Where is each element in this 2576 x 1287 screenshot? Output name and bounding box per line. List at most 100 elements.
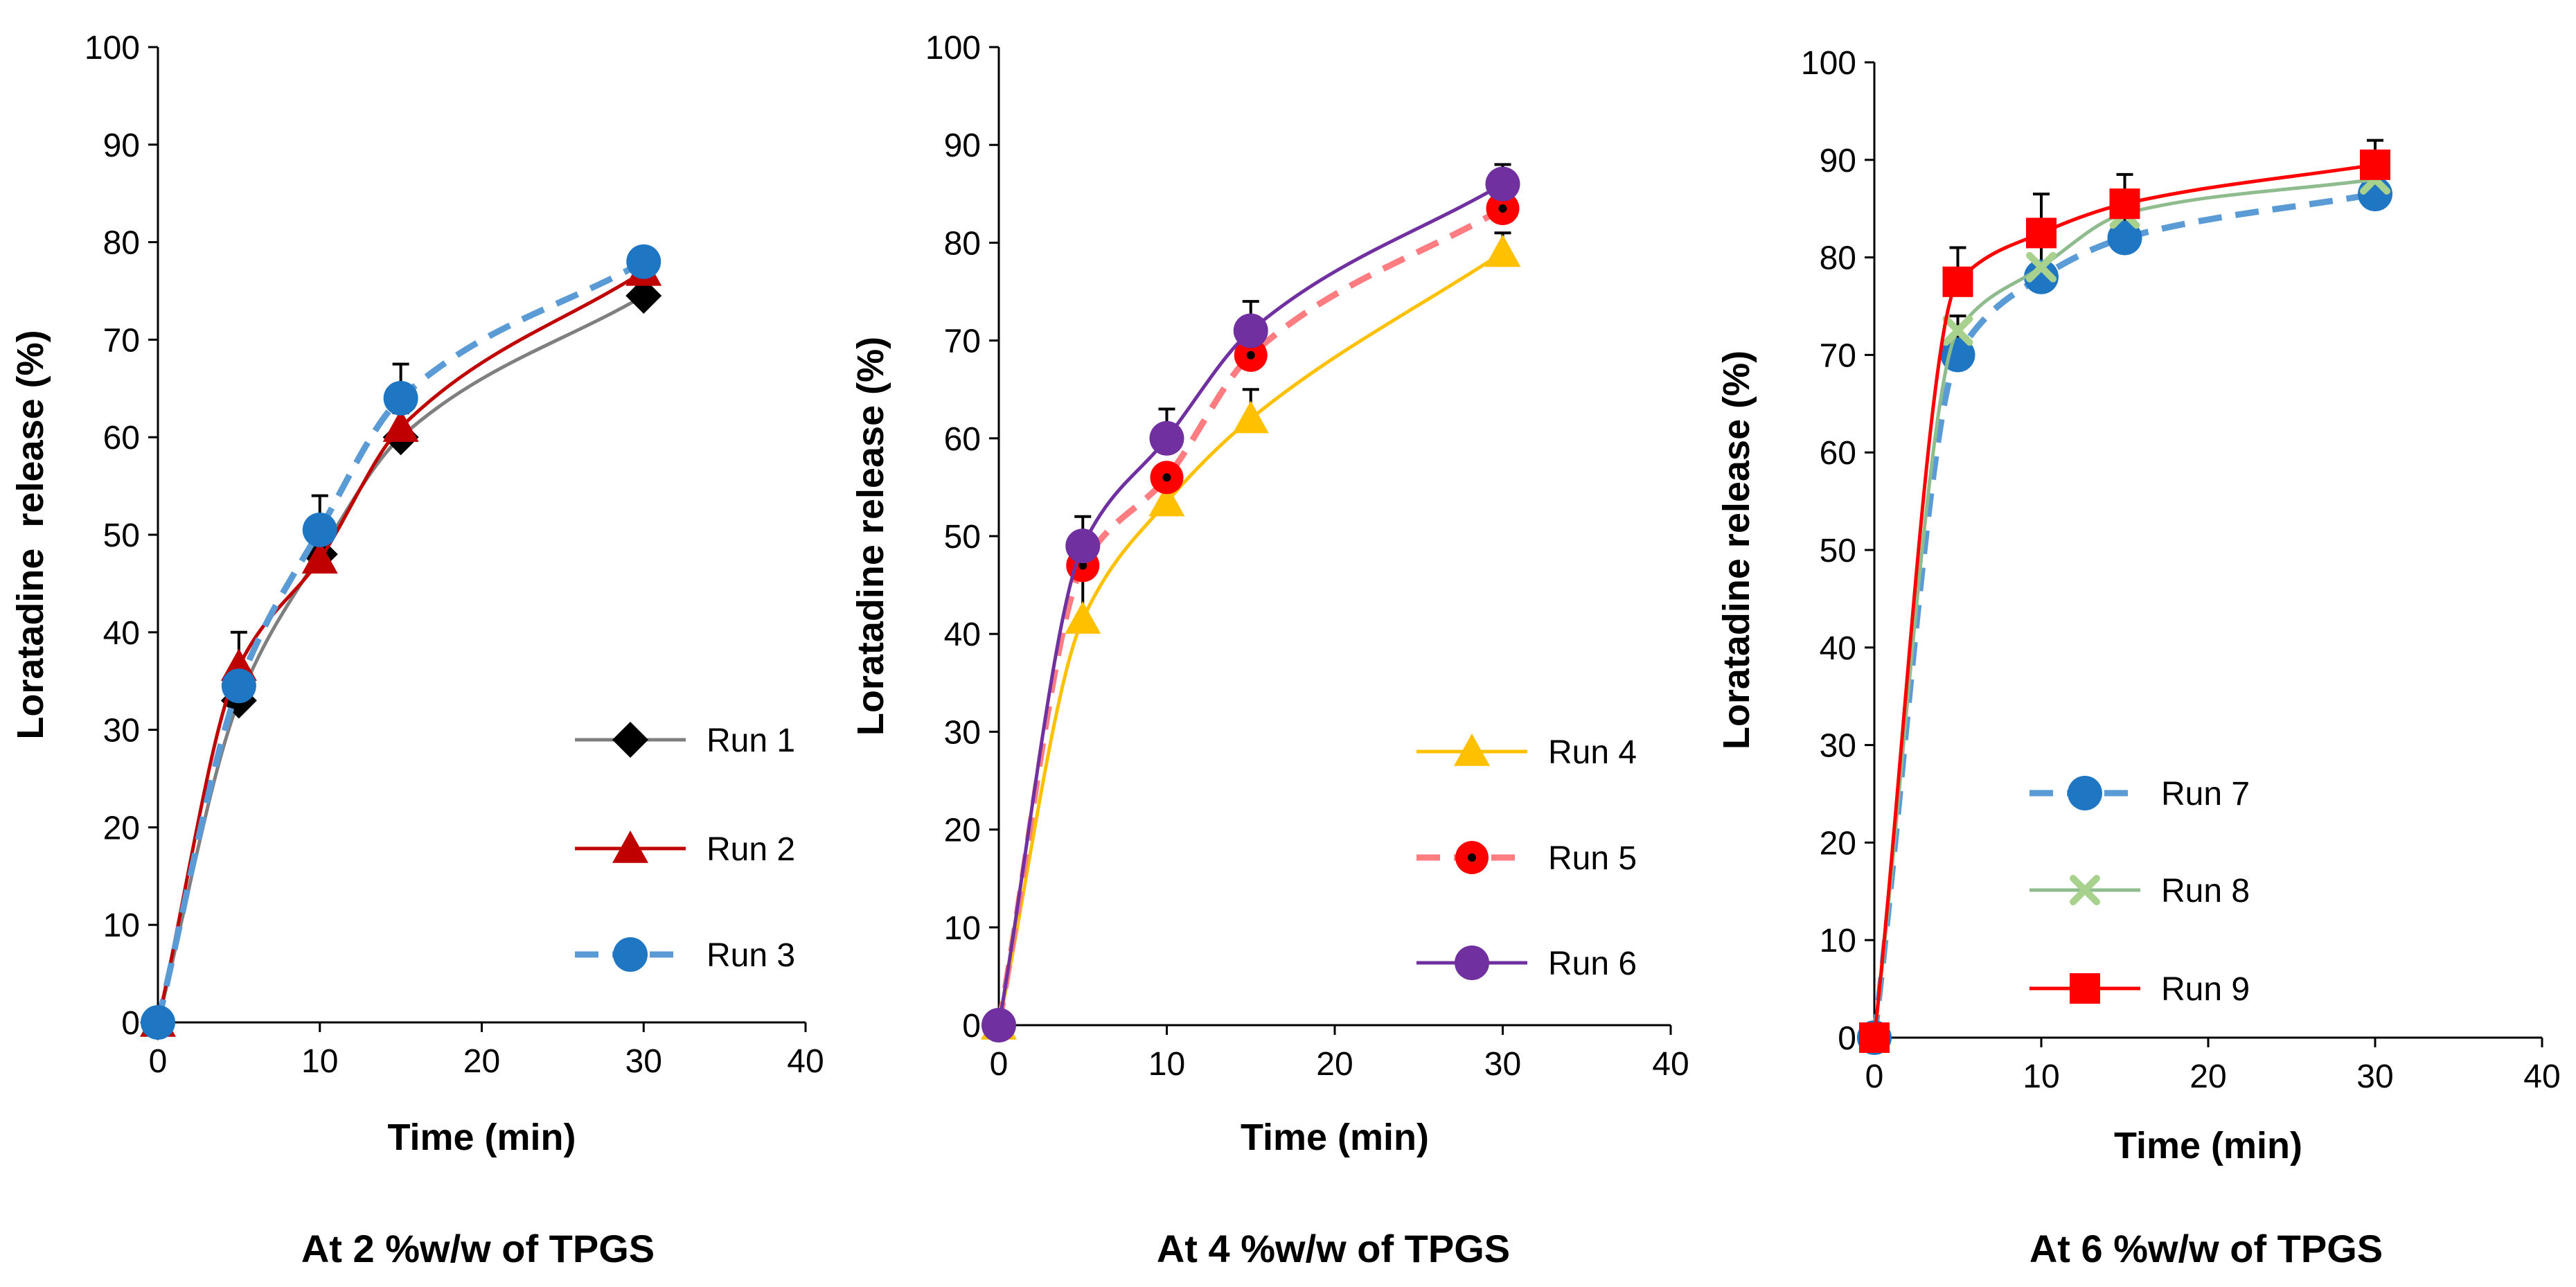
y-tick-label: 0	[121, 1005, 140, 1042]
y-tick-label: 90	[103, 127, 140, 164]
data-point	[1484, 234, 1521, 267]
x-tick-label: 10	[301, 1043, 338, 1080]
x-tick-label: 20	[1316, 1046, 1353, 1083]
panel-2pct-tpgs: 0 10 20 30 40 50 60 70 80 90 100 0 10 20 30 40 Time (min…	[10, 30, 824, 1270]
y-tick-label: 40	[1820, 630, 1856, 667]
legend-label: Run 8	[2161, 873, 2250, 909]
legend-marker	[2070, 875, 2100, 905]
data-point	[2026, 251, 2057, 283]
y-tick-label: 80	[103, 225, 140, 262]
y-tick-label: 50	[103, 517, 140, 554]
x-tick-label: 0	[1865, 1058, 1884, 1095]
legend-label: Run 6	[1548, 946, 1637, 982]
x-tick-label: 40	[1652, 1046, 1689, 1083]
data-point	[383, 380, 418, 416]
series-run-8	[1859, 163, 2390, 1053]
data-point	[1232, 400, 1269, 434]
series-line	[1872, 163, 2376, 1038]
data-point	[1234, 338, 1268, 372]
data-point	[1148, 483, 1185, 517]
series-run-9	[1859, 139, 2390, 1053]
x-tick-label: 40	[787, 1043, 824, 1080]
y-tick-label: 70	[1820, 337, 1856, 374]
data-point	[221, 668, 256, 704]
y-tick-label: 50	[944, 519, 981, 556]
legend-marker	[1454, 734, 1490, 766]
x-tick-label: 20	[2189, 1058, 2226, 1095]
y-tick-label: 30	[1820, 728, 1856, 765]
legend-marker	[1455, 946, 1489, 980]
y-axis-label: Loratadine release (%)	[1716, 350, 1757, 749]
data-point	[141, 1005, 175, 1040]
y-tick-label: 40	[944, 616, 981, 653]
y-tick-label: 30	[103, 713, 140, 749]
y-tick-label: 80	[944, 225, 981, 262]
x-tick-label: 10	[1148, 1046, 1185, 1083]
x-tick-label: 40	[2523, 1058, 2560, 1095]
y-tick-label: 90	[1820, 143, 1856, 179]
legend-marker	[612, 722, 648, 758]
y-axis-label: Loratadine release (%)	[10, 330, 51, 739]
legend-entry: Run 1	[575, 722, 795, 759]
y-tick-label: 0	[1838, 1020, 1856, 1057]
x-tick-label: 10	[2023, 1058, 2059, 1095]
legend-entry: Run 6	[1416, 946, 1637, 982]
panel-caption: At 6 %w/w of TPGS	[2029, 1227, 2383, 1270]
data-point	[2026, 218, 2057, 249]
y-tick-label: 10	[1820, 923, 1856, 959]
legend-label: Run 1	[707, 722, 795, 759]
data-point	[626, 244, 661, 279]
y-tick-label: 70	[944, 323, 981, 360]
y-tick-label: 0	[962, 1008, 981, 1045]
data-point	[1942, 266, 1973, 297]
data-point	[2024, 259, 2059, 294]
y-tick-label: 80	[1820, 240, 1856, 277]
legend-label: Run 4	[1548, 734, 1637, 771]
legend-marker	[612, 831, 648, 863]
data-point	[981, 1008, 1016, 1042]
legend-label: Run 2	[707, 831, 795, 868]
y-tick-label: 60	[944, 421, 981, 458]
y-tick-label: 10	[103, 907, 140, 944]
y-tick-label: 30	[944, 714, 981, 751]
data-point	[1942, 315, 1973, 346]
legend-entry: Run 2	[575, 831, 795, 868]
x-tick-label: 20	[463, 1043, 500, 1080]
legend-marker	[613, 937, 648, 972]
data-point	[1486, 191, 1520, 225]
series-line	[997, 182, 1504, 1026]
legend-label: Run 3	[707, 937, 795, 974]
y-tick-label: 70	[103, 322, 140, 359]
series-run-3	[141, 244, 661, 1040]
series-run-7	[1857, 153, 2392, 1055]
data-point	[382, 409, 419, 442]
legend-entry: Run 9	[2029, 971, 2250, 1008]
x-tick-label: 0	[149, 1043, 168, 1080]
x-tick-label: 30	[2356, 1058, 2393, 1095]
y-tick-label: 20	[103, 810, 140, 846]
legend-label: Run 9	[2161, 971, 2250, 1008]
x-axis-label: Time (min)	[1241, 1117, 1429, 1158]
y-tick-label: 100	[925, 30, 981, 66]
x-tick-label: 30	[625, 1043, 662, 1080]
data-point	[1233, 313, 1268, 348]
legend-marker	[2068, 776, 2102, 810]
data-point	[2107, 220, 2142, 256]
data-point	[1859, 1022, 1890, 1053]
data-point	[625, 278, 662, 314]
data-point	[301, 541, 338, 574]
panel-caption: At 2 %w/w of TPGS	[301, 1227, 655, 1270]
legend-entry: Run 3	[575, 937, 795, 974]
panel-4pct-tpgs: 0 10 20 30 40 50 60 70 80 90 100 0 10 20 30 40 Time (min…	[850, 30, 1689, 1270]
series-line	[154, 258, 646, 1024]
data-point	[2360, 149, 2390, 180]
series-line	[1872, 177, 2376, 1038]
x-axis-label: Time (min)	[387, 1117, 576, 1158]
data-point	[2109, 188, 2140, 220]
legend-label: Run 7	[2161, 776, 2250, 813]
data-point	[1065, 601, 1101, 634]
y-axis-label: Loratadine release (%)	[850, 337, 891, 736]
y-tick-label: 60	[1820, 435, 1856, 472]
y-tick-label: 20	[1820, 825, 1856, 862]
x-tick-label: 30	[1484, 1046, 1521, 1083]
